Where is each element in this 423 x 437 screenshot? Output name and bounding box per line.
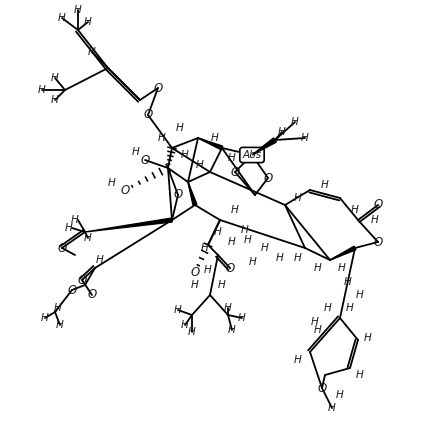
Polygon shape: [198, 138, 223, 150]
Text: H: H: [278, 127, 286, 137]
Text: H: H: [344, 277, 352, 287]
Text: O: O: [173, 188, 183, 201]
Text: H: H: [74, 5, 82, 15]
Text: H: H: [51, 73, 59, 83]
Text: H: H: [211, 133, 219, 143]
Text: H: H: [88, 47, 96, 57]
Text: H: H: [158, 133, 166, 143]
Polygon shape: [85, 218, 172, 232]
Text: H: H: [41, 313, 49, 323]
Text: H: H: [191, 280, 199, 290]
Text: H: H: [132, 147, 140, 157]
Text: H: H: [56, 320, 64, 330]
Text: H: H: [188, 327, 196, 337]
Text: H: H: [241, 225, 249, 235]
Text: O: O: [88, 288, 96, 302]
Text: O: O: [67, 284, 77, 296]
Text: H: H: [196, 160, 204, 170]
Text: Abs: Abs: [242, 150, 261, 160]
Text: H: H: [54, 303, 62, 313]
Text: H: H: [314, 263, 322, 273]
Text: H: H: [238, 313, 246, 323]
Text: H: H: [321, 180, 329, 190]
Polygon shape: [330, 246, 356, 260]
Text: H: H: [181, 320, 189, 330]
Text: O: O: [317, 382, 327, 395]
Text: H: H: [364, 333, 372, 343]
Text: H: H: [201, 243, 209, 253]
Text: H: H: [294, 193, 302, 203]
Text: O: O: [374, 198, 383, 212]
Polygon shape: [188, 182, 197, 205]
Text: H: H: [261, 243, 269, 253]
Text: H: H: [351, 205, 359, 215]
Text: H: H: [291, 117, 299, 127]
Text: H: H: [356, 370, 364, 380]
Text: O: O: [154, 81, 162, 94]
Text: O: O: [264, 171, 273, 184]
Text: O: O: [374, 236, 383, 249]
Text: H: H: [228, 153, 236, 163]
Text: H: H: [174, 305, 182, 315]
Text: H: H: [294, 355, 302, 365]
Text: H: H: [228, 325, 236, 335]
Text: H: H: [214, 227, 222, 237]
Text: H: H: [231, 205, 239, 215]
Text: H: H: [314, 325, 322, 335]
Text: H: H: [84, 233, 92, 243]
Text: H: H: [70, 215, 78, 225]
Text: H: H: [204, 265, 212, 275]
Text: H: H: [301, 133, 309, 143]
Text: O: O: [77, 274, 87, 287]
Text: O: O: [225, 261, 235, 274]
Text: H: H: [51, 95, 59, 105]
Text: O: O: [143, 108, 153, 121]
Text: H: H: [328, 403, 336, 413]
Text: H: H: [228, 237, 236, 247]
Text: H: H: [324, 303, 332, 313]
Text: H: H: [346, 303, 354, 313]
Text: O: O: [231, 166, 239, 178]
Text: H: H: [181, 150, 189, 160]
Polygon shape: [252, 138, 276, 155]
Text: H: H: [64, 223, 72, 233]
Text: H: H: [311, 317, 319, 327]
Text: O: O: [190, 266, 200, 278]
Text: H: H: [224, 303, 232, 313]
Text: H: H: [96, 255, 104, 265]
Text: H: H: [276, 253, 284, 263]
Text: H: H: [176, 123, 184, 133]
Text: H: H: [336, 390, 344, 400]
Text: H: H: [84, 17, 92, 27]
Text: H: H: [58, 13, 66, 23]
Text: H: H: [108, 178, 116, 188]
Text: H: H: [244, 235, 252, 245]
Text: O: O: [140, 153, 150, 166]
Text: H: H: [218, 280, 226, 290]
Text: H: H: [338, 263, 346, 273]
Text: H: H: [249, 257, 257, 267]
Text: H: H: [371, 215, 379, 225]
Text: H: H: [294, 253, 302, 263]
Text: H: H: [38, 85, 46, 95]
Text: O: O: [121, 184, 129, 197]
Text: O: O: [58, 242, 67, 254]
Text: H: H: [356, 290, 364, 300]
